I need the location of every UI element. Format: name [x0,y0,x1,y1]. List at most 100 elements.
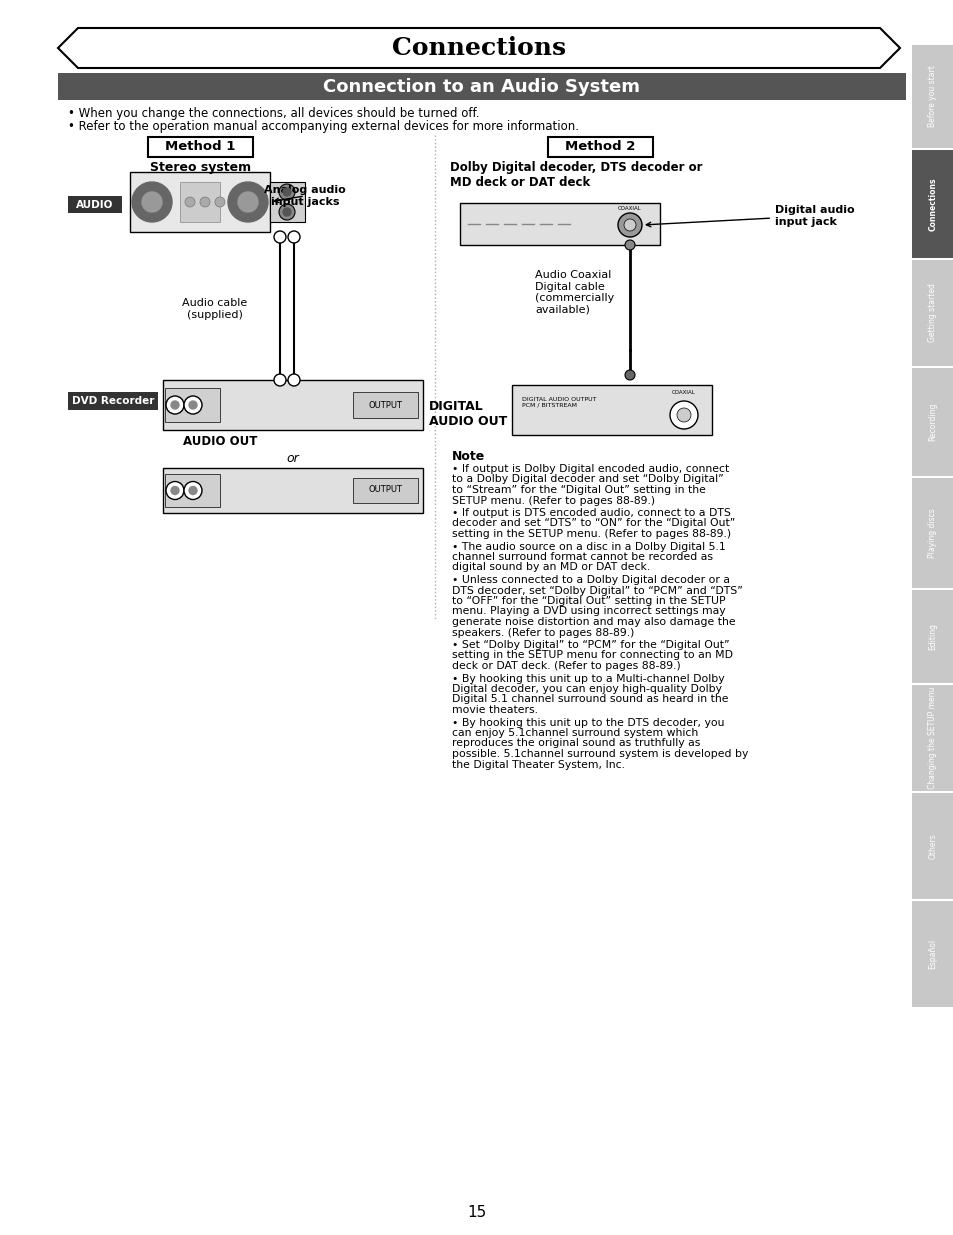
Circle shape [171,401,179,409]
Bar [911,902,953,1007]
Bar [130,172,270,232]
Circle shape [624,240,635,249]
Bar [911,478,953,588]
Text: DIGITAL
AUDIO OUT: DIGITAL AUDIO OUT [428,400,506,429]
Text: Getting started: Getting started [927,284,937,342]
Text: OUTPUT: OUTPUT [369,400,402,410]
Circle shape [237,191,257,212]
Text: AUDIO OUT: AUDIO OUT [183,435,257,448]
Bar [547,137,652,157]
Text: • The audio source on a disc in a Dolby Digital 5.1: • The audio source on a disc in a Dolby … [452,541,725,552]
Bar [459,203,659,245]
Circle shape [669,401,698,429]
Text: Stereo system: Stereo system [150,161,251,174]
Bar [911,368,953,475]
Circle shape [623,219,636,231]
Bar [68,391,158,410]
Circle shape [185,198,194,207]
Text: the Digital Theater System, Inc.: the Digital Theater System, Inc. [452,760,624,769]
Text: • By hooking this unit up to the DTS decoder, you: • By hooking this unit up to the DTS dec… [452,718,723,727]
Text: digital sound by an MD or DAT deck.: digital sound by an MD or DAT deck. [452,562,650,573]
Bar [353,478,417,503]
Bar [148,137,253,157]
Text: AUDIO: AUDIO [180,403,203,408]
Text: decoder and set “DTS” to “ON” for the “Digital Out”: decoder and set “DTS” to “ON” for the “D… [452,519,735,529]
Circle shape [189,487,196,494]
Circle shape [624,370,635,380]
Bar [911,590,953,683]
Text: COAXIAL: COAXIAL [672,390,695,395]
Circle shape [278,184,294,200]
Circle shape [189,401,196,409]
Circle shape [171,487,179,494]
Text: Before you start: Before you start [927,65,937,127]
Text: SETUP menu. (Refer to pages 88-89.): SETUP menu. (Refer to pages 88-89.) [452,495,655,505]
Text: movie theaters.: movie theaters. [452,705,537,715]
Text: deck or DAT deck. (Refer to pages 88-89.): deck or DAT deck. (Refer to pages 88-89.… [452,661,680,671]
Text: Digital 5.1 channel surround sound as heard in the: Digital 5.1 channel surround sound as he… [452,694,728,704]
Text: Method 1: Method 1 [165,141,235,153]
Text: • If output is Dolby Digital encoded audio, connect: • If output is Dolby Digital encoded aud… [452,464,728,474]
Text: Playing discs: Playing discs [927,508,937,558]
Text: • By hooking this unit up to a Multi-channel Dolby: • By hooking this unit up to a Multi-cha… [452,673,724,683]
Text: Changing the SETUP menu: Changing the SETUP menu [927,687,937,789]
Circle shape [274,374,286,387]
Circle shape [274,231,286,243]
Text: generate noise distortion and may also damage the: generate noise distortion and may also d… [452,618,735,627]
Text: AUDIO: AUDIO [180,487,203,493]
Text: • Refer to the operation manual accompanying external devices for more informati: • Refer to the operation manual accompan… [68,120,578,133]
Text: to a Dolby Digital decoder and set “Dolby Digital”: to a Dolby Digital decoder and set “Dolb… [452,474,723,484]
Text: Editing: Editing [927,622,937,650]
Circle shape [288,231,299,243]
Text: Method 2: Method 2 [565,141,635,153]
Circle shape [166,482,184,499]
Bar [911,149,953,258]
Text: Audio Coaxial
Digital cable
(commercially
available): Audio Coaxial Digital cable (commerciall… [535,270,614,315]
Bar [353,391,417,417]
Bar [68,196,122,212]
Bar [165,474,220,508]
Text: Audio cable
(supplied): Audio cable (supplied) [182,298,248,320]
Circle shape [283,207,291,216]
Bar [911,793,953,899]
Circle shape [200,198,210,207]
Bar [270,182,305,222]
Text: Español: Español [927,939,937,969]
Text: Digital audio
input jack: Digital audio input jack [645,205,854,227]
Text: menu. Playing a DVD using incorrect settings may: menu. Playing a DVD using incorrect sett… [452,606,725,616]
Text: Recording: Recording [927,403,937,441]
Text: COAXIAL: COAXIAL [618,206,641,211]
Bar [163,468,422,513]
Text: DIGITAL AUDIO OUTPUT
PCM / BITSTREAM: DIGITAL AUDIO OUTPUT PCM / BITSTREAM [521,396,596,408]
Text: speakers. (Refer to pages 88-89.): speakers. (Refer to pages 88-89.) [452,627,634,637]
Bar [165,388,220,422]
Circle shape [142,191,162,212]
Text: possible. 5.1channel surround system is developed by: possible. 5.1channel surround system is … [452,748,747,760]
Text: to “Stream” for the “Digital Out” setting in the: to “Stream” for the “Digital Out” settin… [452,485,705,495]
Text: reproduces the original sound as truthfully as: reproduces the original sound as truthfu… [452,739,700,748]
Text: • Set “Dolby Digital” to “PCM” for the “Digital Out”: • Set “Dolby Digital” to “PCM” for the “… [452,640,729,650]
Bar [163,380,422,430]
Text: Connections: Connections [927,178,937,231]
Circle shape [283,188,291,196]
Text: setting in the SETUP menu. (Refer to pages 88-89.): setting in the SETUP menu. (Refer to pag… [452,529,730,538]
Text: or: or [286,452,299,466]
Text: • When you change the connections, all devices should be turned off.: • When you change the connections, all d… [68,107,479,120]
Text: Connection to an Audio System: Connection to an Audio System [323,78,639,95]
Text: 15: 15 [467,1205,486,1220]
Text: Analog audio
input jacks: Analog audio input jacks [264,185,346,206]
Text: setting in the SETUP menu for connecting to an MD: setting in the SETUP menu for connecting… [452,651,732,661]
Circle shape [184,396,202,414]
Text: Connections: Connections [392,36,565,61]
Text: Dolby Digital decoder, DTS decoder or
MD deck or DAT deck: Dolby Digital decoder, DTS decoder or MD… [450,161,701,189]
Text: Others: Others [927,834,937,858]
Bar [512,385,711,435]
Bar [180,182,220,222]
Bar [911,685,953,790]
Circle shape [677,408,690,422]
Polygon shape [58,28,899,68]
Text: Digital decoder, you can enjoy high-quality Dolby: Digital decoder, you can enjoy high-qual… [452,684,721,694]
Text: DTS decoder, set “Dolby Digital” to “PCM” and “DTS”: DTS decoder, set “Dolby Digital” to “PCM… [452,585,742,595]
Text: AUDIO: AUDIO [76,200,113,210]
Text: • If output is DTS encoded audio, connect to a DTS: • If output is DTS encoded audio, connec… [452,508,730,517]
